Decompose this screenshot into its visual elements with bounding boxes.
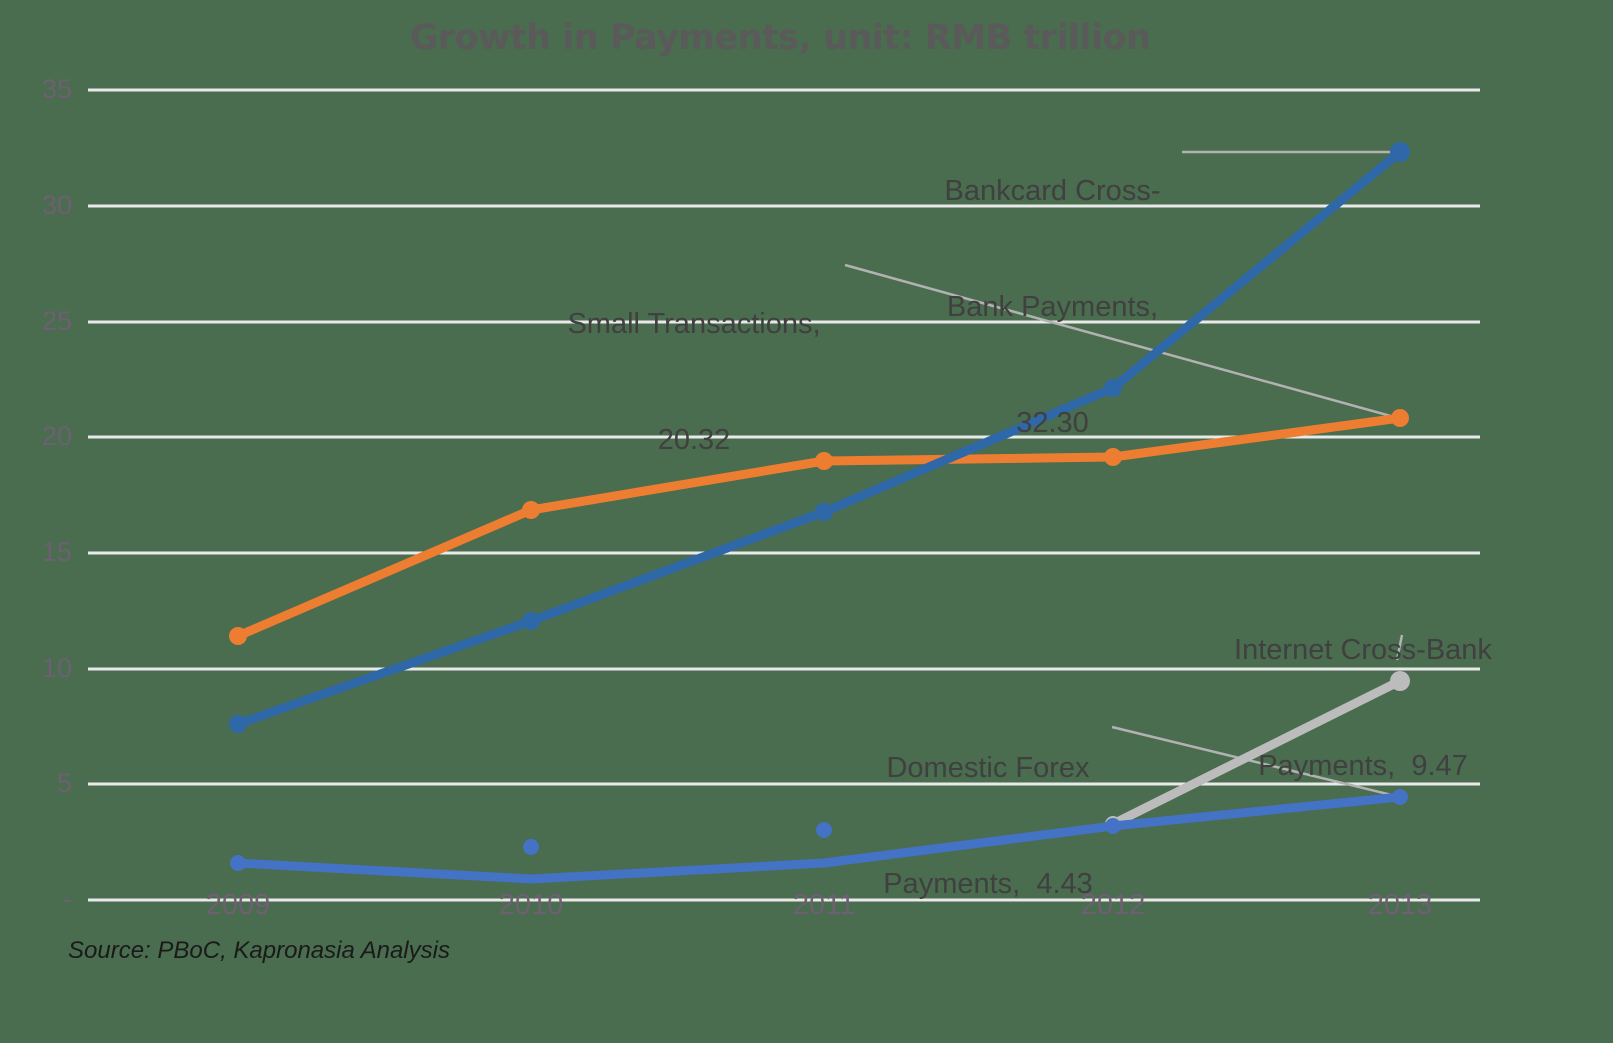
leader-line-small-transactions xyxy=(844,263,1399,420)
y-axis-tick-5: 5 xyxy=(56,768,72,798)
series-bankcard-point-2013 xyxy=(1390,142,1410,162)
annotation-forex: Domestic Forex Payments, 4.43 xyxy=(858,672,1118,981)
series-forex-line xyxy=(233,792,1405,884)
leader-line-forex xyxy=(1111,725,1401,799)
series-forex-point-2011 xyxy=(816,822,832,838)
annotation-bankcard-line2: Bank Payments, xyxy=(946,290,1159,323)
annotation-forex-line2: Payments, 4.43 xyxy=(883,867,1093,900)
series-forex-point-2012 xyxy=(1105,818,1121,834)
gridlines xyxy=(88,88,1480,902)
leader-line-internet xyxy=(1395,634,1404,661)
leader-lines xyxy=(844,150,1404,799)
x-axis-tick-2009: 2009 xyxy=(205,889,271,921)
annotation-internet-line2: Payments, 9.47 xyxy=(1258,749,1468,782)
x-axis-tick-2012: 2012 xyxy=(1080,889,1146,921)
annotation-bankcard-line1: Bankcard Cross- xyxy=(944,175,1161,208)
annotation-small-line2: 20.32 xyxy=(657,423,731,456)
y-axis-tick-15: 15 xyxy=(41,537,72,567)
annotation-small-transactions: Small Transactions, 20.32 xyxy=(546,228,842,537)
annotation-bankcard-line3: 32.30 xyxy=(1016,406,1089,439)
series-internet-point-2013 xyxy=(1390,671,1410,691)
y-axis-tick-25: 25 xyxy=(41,306,72,336)
series-small-point-2010 xyxy=(522,501,540,519)
series-bankcard-point-2011 xyxy=(815,503,833,521)
annotation-forex-line1: Domestic Forex xyxy=(886,752,1090,785)
y-axis-tick-0: - xyxy=(63,884,72,914)
series-small-point-2013 xyxy=(1391,409,1409,427)
y-axis-tick-30: 30 xyxy=(41,190,72,220)
series-small-point-2012 xyxy=(1104,448,1122,466)
source-note: Source: PBoC, Kapronasia Analysis xyxy=(68,937,450,964)
series-bankcard-point-2010 xyxy=(522,612,540,630)
y-axis-tick-10: 10 xyxy=(41,653,72,683)
series-forex-point-2013 xyxy=(1392,789,1408,805)
y-axis-tick-20: 20 xyxy=(41,421,72,451)
series-domestic-forex xyxy=(230,789,1408,884)
series-small-transactions xyxy=(229,409,1409,645)
annotation-internet: Internet Cross-Bank Payments, 9.47 xyxy=(1215,554,1511,863)
chart-title: Growth in Payments, unit: RMB trillion xyxy=(409,18,1151,58)
series-small-point-2011 xyxy=(815,452,833,470)
series-forex-point-2009 xyxy=(230,855,246,871)
series-small-point-2009 xyxy=(229,627,247,645)
x-axis-tick-2013: 2013 xyxy=(1367,889,1433,921)
x-axis-tick-2011: 2011 xyxy=(792,889,856,921)
x-axis-tick-2010: 2010 xyxy=(498,889,564,921)
series-bankcard-point-2009 xyxy=(229,715,247,733)
annotation-small-line1: Small Transactions, xyxy=(567,308,821,341)
series-forex-point-2010 xyxy=(523,839,539,855)
series-internet-line xyxy=(1108,676,1405,829)
y-axis-tick-35: 35 xyxy=(41,74,72,104)
series-bankcard-point-2012 xyxy=(1104,379,1122,397)
annotation-internet-line1: Internet Cross-Bank xyxy=(1234,634,1492,667)
annotation-bankcard: Bankcard Cross- Bank Payments, 32.30 xyxy=(920,95,1185,519)
series-bankcard-cross-bank xyxy=(229,142,1410,733)
